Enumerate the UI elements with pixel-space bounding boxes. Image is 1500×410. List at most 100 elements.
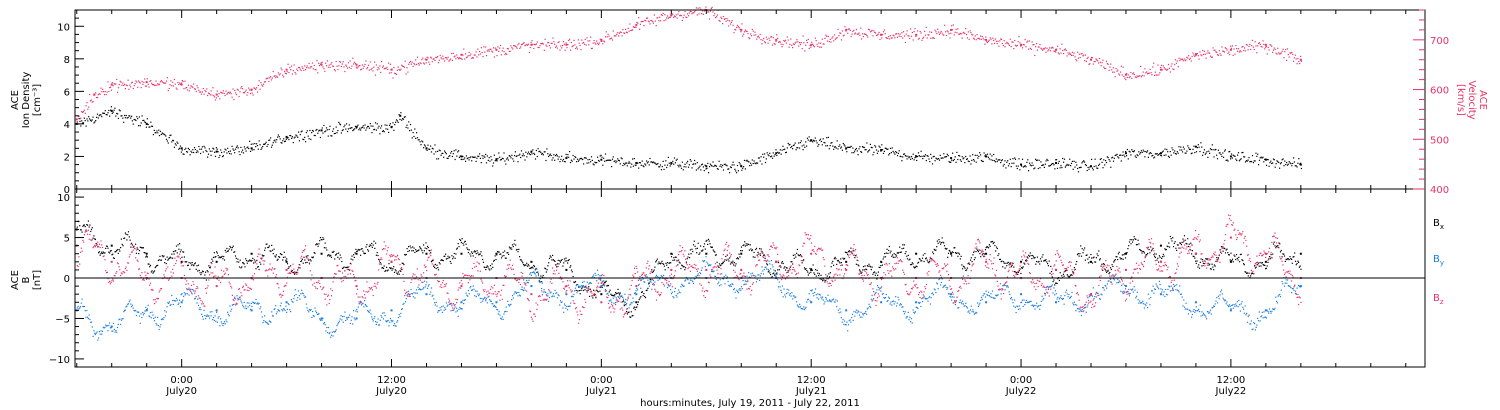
series-by-sample xyxy=(192,289,194,291)
series-bx-sample xyxy=(574,281,576,284)
series-ion-density-sample xyxy=(423,147,425,149)
series-ion-density-sample xyxy=(134,119,136,121)
series-bx-sample xyxy=(1033,257,1035,259)
series-velocity-sample xyxy=(422,57,424,59)
series-velocity-sample xyxy=(1298,61,1300,63)
series-velocity-sample xyxy=(457,56,459,59)
series-ion-density-sample xyxy=(298,131,300,133)
series-bx-sample xyxy=(268,246,270,248)
series-bx-sample xyxy=(1173,242,1175,244)
series-bx-sample xyxy=(971,261,973,263)
series-bx-sample xyxy=(94,238,96,240)
series-velocity-sample xyxy=(618,32,620,34)
series-velocity-sample xyxy=(1000,38,1003,41)
series-bx-sample xyxy=(105,245,108,247)
series-bx-sample xyxy=(430,252,432,254)
series-bx-sample xyxy=(478,253,481,255)
series-velocity-sample xyxy=(120,81,122,83)
series-velocity-sample xyxy=(375,64,377,66)
series-bx-sample xyxy=(1284,260,1286,262)
series-velocity-sample xyxy=(178,84,180,86)
series-velocity-sample xyxy=(674,16,676,18)
series-bx-sample xyxy=(743,244,745,246)
series-bx-sample xyxy=(1129,239,1131,241)
series-bx-sample xyxy=(568,259,570,261)
series-bx-sample xyxy=(118,248,120,251)
series-ion-density-sample xyxy=(1100,158,1102,160)
series-velocity-sample xyxy=(224,94,226,97)
series-bx-sample xyxy=(1086,254,1088,256)
series-bx-sample xyxy=(174,250,176,252)
series-velocity-sample xyxy=(1131,77,1133,79)
series-ion-density-sample xyxy=(1126,155,1128,157)
series-ion-density-sample xyxy=(554,159,556,161)
series-bx-sample xyxy=(539,278,541,280)
series-ion-density-sample xyxy=(595,162,597,164)
series-ion-density-sample xyxy=(244,148,246,150)
series-bx-sample xyxy=(1018,270,1020,272)
series-ion-density-sample xyxy=(993,153,995,156)
series-by-sample xyxy=(360,300,362,302)
series-velocity-sample xyxy=(536,41,538,43)
series-velocity-sample xyxy=(527,43,530,45)
series-ion-density-sample xyxy=(576,158,579,160)
series-velocity-sample xyxy=(381,66,384,68)
series-velocity-sample xyxy=(1140,65,1142,67)
series-velocity-sample xyxy=(162,81,164,84)
series-ion-density-sample xyxy=(598,160,600,162)
series-ion-density-sample xyxy=(455,149,457,151)
series-ion-density-sample xyxy=(1102,167,1104,169)
series-bx-sample xyxy=(334,254,337,256)
series-velocity-sample xyxy=(236,88,238,90)
series-velocity-sample xyxy=(847,28,850,30)
series-bx-sample xyxy=(1254,267,1256,269)
series-ion-density-sample xyxy=(221,156,224,158)
series-by-sample xyxy=(321,319,323,321)
series-bx-sample xyxy=(500,253,502,255)
series-bx-sample xyxy=(597,291,599,293)
series-bx-sample xyxy=(179,243,181,245)
series-velocity-sample xyxy=(645,20,647,22)
series-velocity-sample xyxy=(444,57,447,59)
series-velocity-sample xyxy=(1150,72,1152,74)
series-bx-sample xyxy=(209,267,211,269)
series-by-sample xyxy=(220,321,222,323)
series-velocity-sample xyxy=(640,21,642,23)
series-bx-sample xyxy=(378,258,380,260)
series-velocity-sample xyxy=(301,66,303,68)
series-velocity-sample xyxy=(449,59,451,61)
series-bx-sample xyxy=(173,253,175,255)
series-velocity-sample xyxy=(1120,65,1122,67)
series-ion-density-sample xyxy=(478,155,480,157)
series-bx-sample xyxy=(1053,279,1055,281)
series-bx-sample xyxy=(817,272,819,274)
series-ion-density-sample xyxy=(1259,157,1261,159)
series-ion-density-sample xyxy=(1163,154,1165,156)
series-ion-density-sample xyxy=(415,137,417,139)
series-ion-density-sample xyxy=(1060,165,1062,167)
series-ion-density-sample xyxy=(422,141,424,143)
series-bx-sample xyxy=(999,258,1001,261)
series-ion-density-sample xyxy=(311,129,314,132)
series-by-sample xyxy=(346,318,348,320)
series-bx-sample xyxy=(360,254,362,256)
series-velocity-sample xyxy=(972,34,974,36)
series-velocity-sample xyxy=(824,37,826,39)
series-by-sample xyxy=(253,302,255,305)
series-ion-density-sample xyxy=(249,140,251,142)
series-velocity-sample xyxy=(438,59,440,61)
series-bx-sample xyxy=(764,257,766,259)
series-ion-density-sample xyxy=(1252,162,1254,164)
series-ion-density-sample xyxy=(839,144,841,146)
series-ion-density-sample xyxy=(541,152,544,155)
series-bx-sample xyxy=(951,255,953,257)
series-velocity-sample xyxy=(1240,51,1242,53)
series-by-sample xyxy=(395,325,397,327)
series-bx-sample xyxy=(1214,265,1216,267)
series-velocity-sample xyxy=(94,94,96,96)
series-velocity-sample xyxy=(580,49,582,51)
series-bx-sample xyxy=(1095,261,1097,263)
series-velocity-sample xyxy=(244,91,246,93)
series-ion-density-sample xyxy=(198,145,200,148)
series-velocity-sample xyxy=(165,82,167,84)
